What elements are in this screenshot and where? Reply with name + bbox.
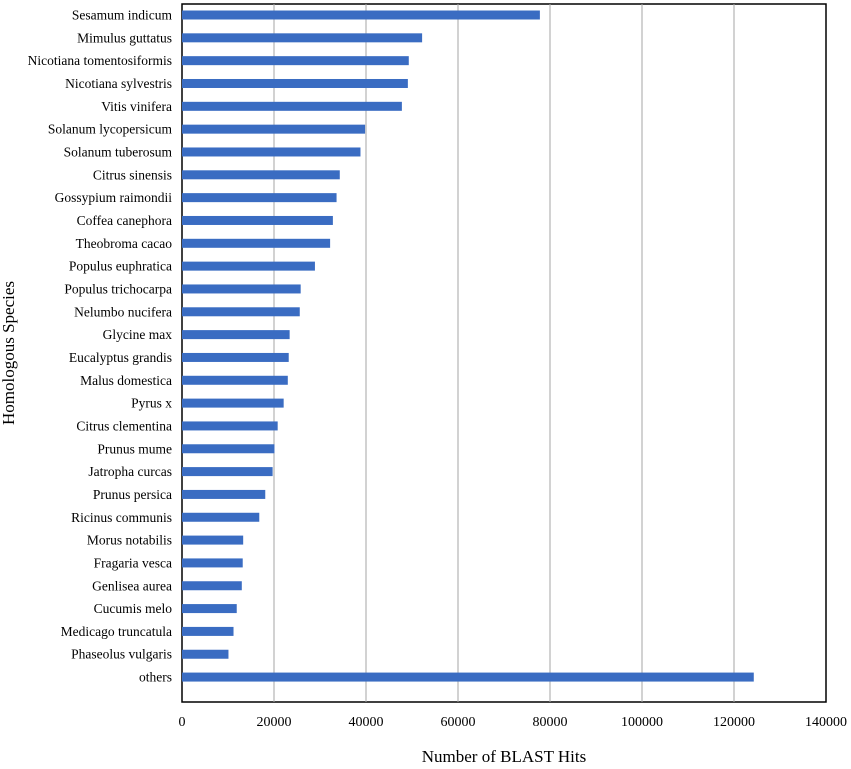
category-label: Prunus persica bbox=[93, 487, 172, 502]
category-label: Medicago truncatula bbox=[61, 624, 172, 639]
category-label: Malus domestica bbox=[80, 373, 172, 388]
bar bbox=[182, 398, 284, 408]
bar bbox=[182, 78, 408, 88]
category-label: Morus notabilis bbox=[87, 533, 172, 548]
bars bbox=[182, 10, 754, 682]
gridlines bbox=[273, 4, 735, 702]
bar bbox=[182, 512, 260, 522]
bar bbox=[182, 375, 288, 385]
category-labels: Sesamum indicum Mimulus guttatus Nicotiana… bbox=[28, 8, 173, 685]
category-label: Solanum lycopersicum bbox=[48, 122, 173, 137]
bar bbox=[182, 101, 402, 111]
bar bbox=[182, 581, 242, 591]
category-label: Ricinus communis bbox=[71, 510, 172, 525]
category-label: Gossypium raimondii bbox=[55, 190, 173, 205]
bar bbox=[182, 307, 300, 317]
x-tick-label: 20000 bbox=[257, 715, 292, 730]
x-tick-labels: 0 20000 40000 60000 80000 100000 120000 140000 bbox=[179, 715, 848, 730]
x-axis-title: Number of BLAST Hits bbox=[422, 747, 587, 766]
category-label: others bbox=[139, 670, 172, 685]
x-tick-label: 40000 bbox=[349, 715, 384, 730]
bar bbox=[182, 604, 237, 614]
category-label: Mimulus guttatus bbox=[77, 30, 172, 45]
bar bbox=[182, 558, 243, 568]
bar bbox=[182, 330, 290, 340]
x-tick-label: 100000 bbox=[621, 715, 663, 730]
x-tick-label: 140000 bbox=[805, 715, 847, 730]
bar bbox=[182, 421, 278, 431]
category-label: Citrus sinensis bbox=[93, 167, 172, 182]
bar bbox=[182, 352, 289, 362]
category-label: Jatropha curcas bbox=[88, 464, 172, 479]
bar bbox=[182, 444, 275, 454]
bar bbox=[182, 649, 229, 659]
category-label: Populus trichocarpa bbox=[64, 281, 172, 296]
bar bbox=[182, 535, 244, 545]
y-axis-title: Homologous Species bbox=[0, 281, 18, 425]
plot-area bbox=[181, 3, 827, 703]
x-tick-label: 80000 bbox=[533, 715, 568, 730]
bar bbox=[182, 33, 423, 43]
category-label: Phaseolus vulgaris bbox=[71, 647, 172, 662]
x-tick-label: 120000 bbox=[713, 715, 755, 730]
category-label: Nicotiana sylvestris bbox=[65, 76, 172, 91]
x-tick-label: 60000 bbox=[441, 715, 476, 730]
category-label: Glycine max bbox=[103, 327, 173, 342]
category-label: Eucalyptus grandis bbox=[69, 350, 172, 365]
category-label: Sesamum indicum bbox=[72, 8, 173, 23]
bar bbox=[182, 170, 340, 180]
category-label: Vitis vinifera bbox=[101, 99, 172, 114]
category-label: Prunus mume bbox=[97, 441, 172, 456]
bar bbox=[182, 193, 337, 203]
category-label: Coffea canephora bbox=[77, 213, 172, 228]
bar bbox=[182, 626, 234, 636]
bar bbox=[182, 124, 366, 134]
bar bbox=[182, 147, 361, 157]
bar bbox=[182, 10, 540, 20]
category-label: Populus euphratica bbox=[69, 259, 172, 274]
category-label: Pyrus x bbox=[131, 396, 172, 411]
bar bbox=[182, 56, 409, 66]
bar bbox=[182, 215, 333, 225]
category-label: Nicotiana tomentosiformis bbox=[28, 53, 172, 68]
bar bbox=[182, 261, 315, 271]
bar bbox=[182, 672, 754, 682]
bar bbox=[182, 489, 266, 499]
category-label: Fragaria vesca bbox=[94, 555, 172, 570]
x-tick-label: 0 bbox=[179, 715, 186, 730]
bar bbox=[182, 238, 331, 248]
category-label: Genlisea aurea bbox=[92, 578, 172, 593]
category-label: Solanum tuberosum bbox=[64, 144, 173, 159]
category-label: Nelumbo nucifera bbox=[74, 304, 172, 319]
bar bbox=[182, 467, 273, 477]
category-label: Citrus clementina bbox=[76, 418, 172, 433]
category-label: Cucumis melo bbox=[94, 601, 173, 616]
category-label: Theobroma cacao bbox=[76, 236, 173, 251]
bar bbox=[182, 284, 301, 294]
